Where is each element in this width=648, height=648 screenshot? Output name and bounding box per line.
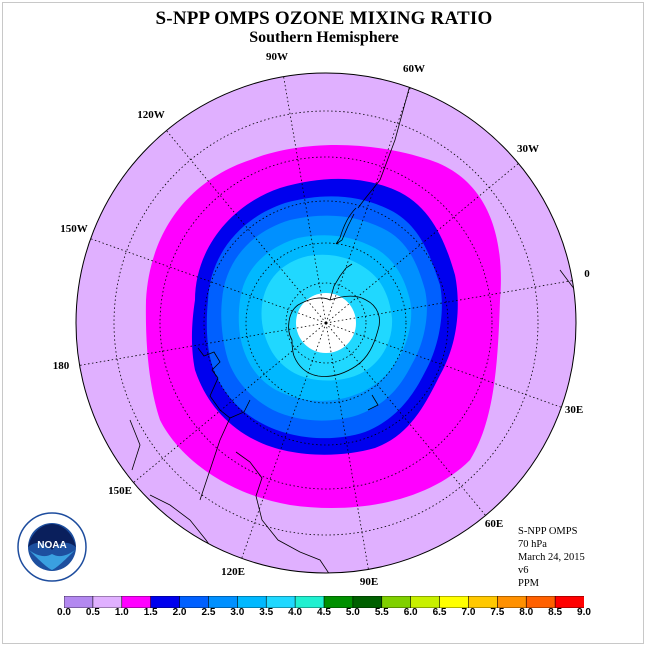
colorbar-tick-label: 7.5 (490, 607, 505, 618)
lon-label-90w: 90W (266, 51, 288, 63)
colorbar-tick-label: 6.0 (403, 607, 418, 618)
colorbar (64, 596, 584, 608)
lon-label-30w: 30W (517, 143, 539, 155)
colorbar-tick-label: 2.0 (172, 607, 187, 618)
lon-label-60w: 60W (403, 63, 425, 75)
colorbar-tick-label: 4.0 (288, 607, 303, 618)
colorbar-tick-label: 8.0 (519, 607, 534, 618)
info-date: March 24, 2015 (518, 552, 585, 563)
colorbar-tick-label: 8.5 (548, 607, 563, 618)
colorbar-tick-label: 3.5 (259, 607, 274, 618)
lon-label-120e: 120E (221, 566, 245, 578)
noaa-logo-icon: NOAA (17, 512, 87, 582)
colorbar-tick-label: 1.5 (143, 607, 158, 618)
lon-label-150w: 150W (60, 223, 88, 235)
lon-label-180: 180 (52, 360, 70, 372)
colorbar-tick-label: 0.5 (85, 607, 100, 618)
info-version: v6 (518, 565, 529, 576)
colorbar-tick-label: 9.0 (577, 607, 591, 618)
lon-label-30e: 30E (564, 404, 584, 416)
colorbar-swatch (554, 596, 584, 608)
colorbar-tick-label: 6.5 (432, 607, 447, 618)
info-instrument: S-NPP OMPS (518, 526, 578, 537)
lon-label-0: 0 (584, 268, 590, 280)
colorbar-tick-label: 5.5 (374, 607, 389, 618)
colorbar-tick-label: 1.0 (114, 607, 129, 618)
colorbar-tick-label: 4.5 (317, 607, 331, 618)
map-subtitle: Southern Hemisphere (249, 29, 399, 46)
lon-label-120w: 120W (137, 109, 165, 121)
colorbar-tick-label: 3.0 (230, 607, 245, 618)
info-level: 70 hPa (518, 539, 547, 550)
colorbar-tick-label: 7.0 (461, 607, 476, 618)
info-units: PPM (518, 578, 540, 589)
noaa-logo-text: NOAA (37, 540, 66, 551)
graticule (79, 76, 573, 570)
lon-label-90e: 90E (359, 576, 379, 588)
colorbar-tick-label: 5.0 (345, 607, 360, 618)
map-title: S-NPP OMPS OZONE MIXING RATIO (155, 8, 493, 29)
lon-label-60e: 60E (484, 518, 504, 530)
map-boundary (75, 72, 577, 574)
lon-label-150e: 150E (108, 485, 132, 497)
colorbar-tick-label: 0.0 (57, 607, 71, 618)
colorbar-tick-label: 2.5 (201, 607, 216, 618)
